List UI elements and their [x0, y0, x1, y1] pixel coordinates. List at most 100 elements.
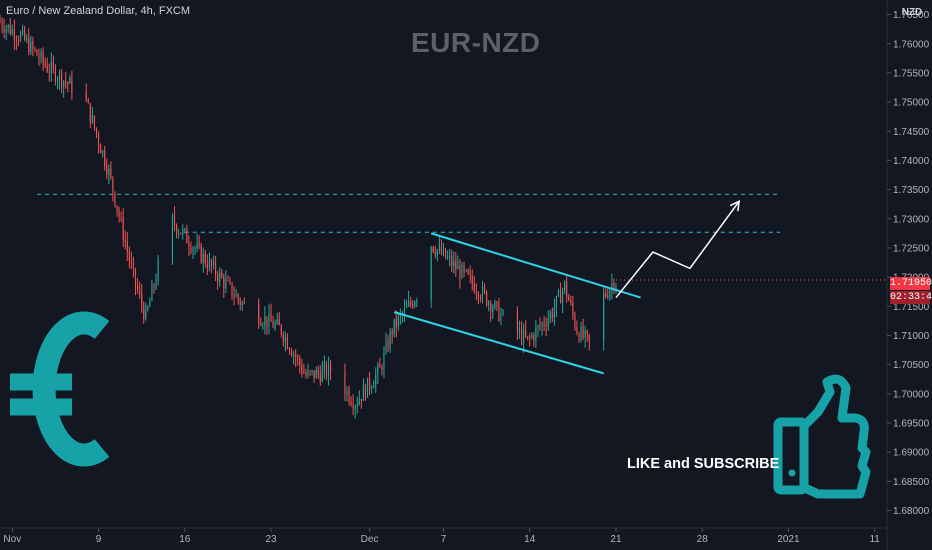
- candle: [260, 317, 262, 327]
- candle: [395, 310, 397, 338]
- candle: [432, 246, 434, 254]
- candle: [364, 383, 367, 401]
- candle: [387, 334, 389, 353]
- candle: [451, 249, 453, 273]
- candle: [34, 46, 36, 53]
- candle: [488, 299, 490, 312]
- candle: [547, 310, 549, 331]
- candle: [520, 321, 523, 346]
- candle: [346, 386, 348, 402]
- candle: [1, 17, 3, 34]
- candle: [143, 301, 145, 324]
- candle: [58, 69, 61, 91]
- candle: [442, 242, 445, 257]
- candle: [301, 358, 303, 378]
- y-tick-label: 1.76000: [893, 39, 930, 50]
- candle: [145, 302, 147, 321]
- candle: [122, 208, 124, 247]
- candle: [477, 291, 479, 305]
- candle: [173, 206, 176, 232]
- x-tick-label: 23: [265, 534, 277, 545]
- x-tick-label: 14: [524, 534, 536, 545]
- candle: [13, 19, 15, 51]
- candle: [149, 297, 151, 307]
- x-tick-label: 9: [96, 534, 102, 545]
- candle: [434, 245, 436, 259]
- candle: [471, 269, 473, 291]
- horizontal-levels: [36, 193, 780, 233]
- candle: [500, 307, 502, 326]
- candle: [206, 254, 208, 276]
- candle: [484, 282, 486, 295]
- candle: [578, 331, 580, 344]
- candle: [120, 211, 122, 222]
- like-subscribe-text: LIKE and SUBSCRIBE: [627, 456, 780, 472]
- candle: [22, 24, 24, 36]
- price-axis[interactable]: 1.76500 1.76000 1.75500 1.75000 1.74500 1.740…: [886, 0, 930, 550]
- candle: [496, 300, 498, 312]
- candle: [225, 270, 227, 293]
- candle: [453, 251, 455, 274]
- candle: [137, 278, 139, 294]
- candle: [588, 333, 590, 351]
- time-axis[interactable]: Nov 9 16 23 Dec 7 14 21 28 2021 11: [0, 527, 887, 545]
- candle: [611, 273, 613, 300]
- candle: [85, 83, 87, 103]
- trend-drawings: [393, 200, 887, 375]
- projection-arrow: [615, 200, 740, 299]
- candle: [465, 268, 467, 273]
- candle: [241, 300, 243, 311]
- candle: [91, 106, 93, 125]
- candle: [95, 127, 98, 139]
- candle: [584, 325, 586, 348]
- candle: [42, 47, 44, 72]
- projection-arrow-head: [729, 200, 741, 212]
- candle: [157, 254, 159, 286]
- candle: [46, 57, 48, 74]
- candle: [541, 321, 543, 336]
- candle: [313, 370, 315, 383]
- candle: [239, 297, 241, 311]
- candle: [151, 279, 153, 302]
- candle: [190, 241, 192, 255]
- candle: [486, 290, 488, 307]
- candle: [549, 309, 551, 324]
- candle: [539, 317, 541, 332]
- y-tick-label: 1.70500: [893, 360, 930, 371]
- x-tick-label: 11: [869, 534, 880, 545]
- candle: [171, 213, 174, 265]
- candle: [293, 351, 295, 365]
- y-tick-label: 1.70000: [893, 389, 930, 400]
- candle: [473, 275, 475, 294]
- candle: [381, 364, 383, 376]
- candle: [572, 295, 574, 320]
- candle: [393, 318, 395, 338]
- candle: [106, 158, 108, 180]
- candle: [379, 357, 381, 368]
- candle: [403, 298, 406, 322]
- y-tick-label: 1.73000: [893, 214, 930, 225]
- candle: [391, 327, 393, 344]
- candle: [67, 81, 69, 93]
- channel-lower-line: [393, 311, 604, 375]
- candle: [309, 369, 311, 377]
- bar-countdown-badge: 02:33:47: [890, 291, 932, 304]
- candle: [527, 336, 529, 341]
- candle: [134, 267, 137, 296]
- candle: [311, 369, 313, 376]
- price-axis-currency[interactable]: NZD: [901, 7, 923, 18]
- candle: [54, 64, 57, 86]
- x-tick-label: 7: [441, 534, 447, 545]
- candle: [327, 356, 330, 386]
- candle: [373, 380, 375, 389]
- y-tick-label: 1.69000: [893, 448, 930, 459]
- candle: [288, 346, 291, 355]
- candle: [557, 288, 560, 298]
- candle: [237, 292, 239, 305]
- y-tick-label: 1.68000: [893, 506, 930, 517]
- candle: [516, 306, 518, 340]
- candle: [566, 274, 568, 303]
- candle: [545, 317, 547, 337]
- y-tick-label: 1.75000: [893, 98, 930, 109]
